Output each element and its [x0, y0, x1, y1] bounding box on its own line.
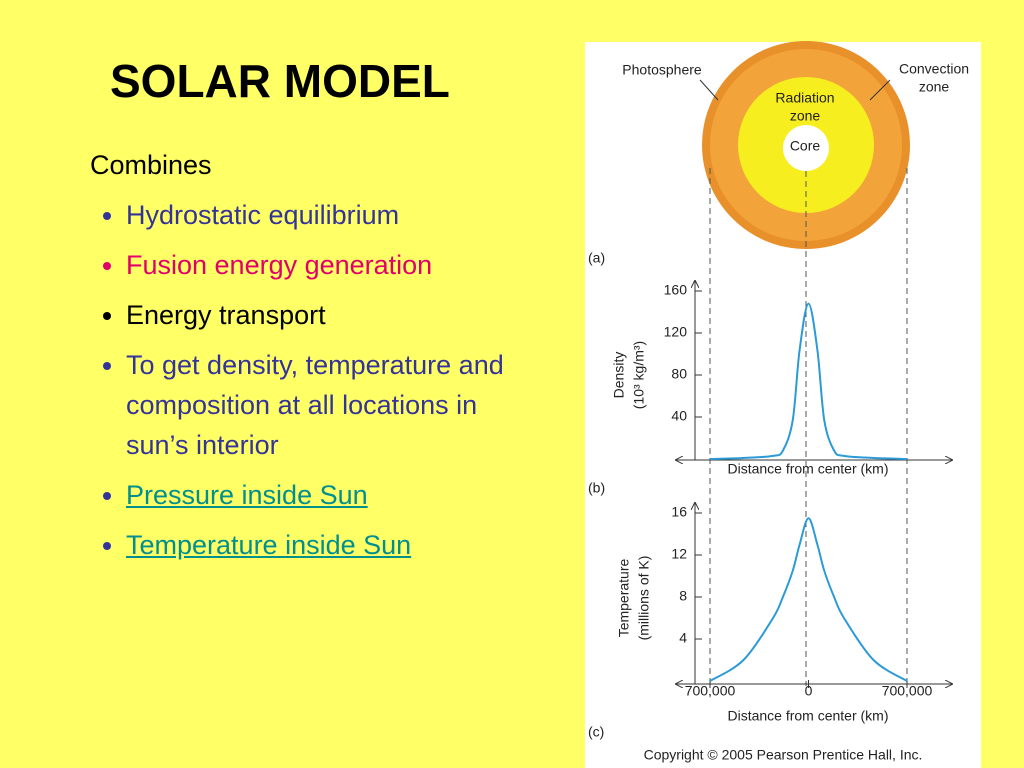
y-axis-label: Temperature	[616, 558, 632, 637]
leader	[869, 79, 891, 101]
bullet-list: Hydrostatic equilibrium Fusion energy ge…	[90, 195, 510, 565]
y-axis-label: Density	[611, 352, 627, 399]
y-tick-label: 80	[671, 366, 687, 382]
x-tick-label: 700,000	[685, 683, 736, 699]
link[interactable]: Temperature inside Sun	[126, 530, 412, 560]
y-axis-label: (10³ kg/m³)	[631, 341, 647, 409]
slide-title: SOLAR MODEL	[110, 55, 450, 107]
y-tick-label: 4	[679, 630, 687, 646]
y-tick-label: 160	[664, 282, 688, 298]
panel-label: (a)	[588, 250, 605, 266]
label: Photosphere	[622, 62, 702, 78]
x-axis-label: Distance from center (km)	[727, 708, 888, 724]
label: Radiation	[775, 90, 834, 106]
copyright: Copyright © 2005 Pearson Prentice Hall, …	[644, 747, 923, 763]
bullet: Fusion energy generation	[126, 245, 510, 285]
line	[709, 302, 908, 460]
bullet: Temperature inside Sun	[126, 525, 510, 565]
y-tick-label: 120	[664, 324, 688, 340]
y-axis-label: (millions of K)	[636, 556, 652, 641]
slide-body: Combines Hydrostatic equilibrium Fusion …	[90, 145, 510, 565]
x-tick-label: 700,000	[882, 683, 933, 699]
bullet: Hydrostatic equilibrium	[126, 195, 510, 235]
bullet: Pressure inside Sun	[126, 475, 510, 515]
bullet: Energy transport	[126, 295, 510, 335]
line	[709, 517, 908, 682]
bullet: To get density, temperature and composit…	[126, 345, 510, 465]
panel-label: (b)	[588, 480, 605, 496]
y-tick-label: 16	[671, 504, 687, 520]
leader	[699, 79, 719, 101]
label: zone	[790, 108, 821, 124]
y-tick-label: 8	[679, 588, 687, 604]
guides	[709, 168, 908, 686]
y-tick-label: 40	[671, 408, 687, 424]
core	[783, 125, 829, 171]
label: zone	[919, 79, 950, 95]
x-axis-label: Distance from center (km)	[727, 461, 888, 477]
label: Convection	[899, 61, 969, 77]
link[interactable]: Pressure inside Sun	[126, 480, 368, 510]
y-tick-label: 12	[671, 546, 687, 562]
x-tick-label: 0	[805, 683, 813, 699]
label: Core	[790, 138, 821, 154]
intro: Combines	[90, 150, 212, 180]
panel-label: (c)	[588, 724, 604, 740]
